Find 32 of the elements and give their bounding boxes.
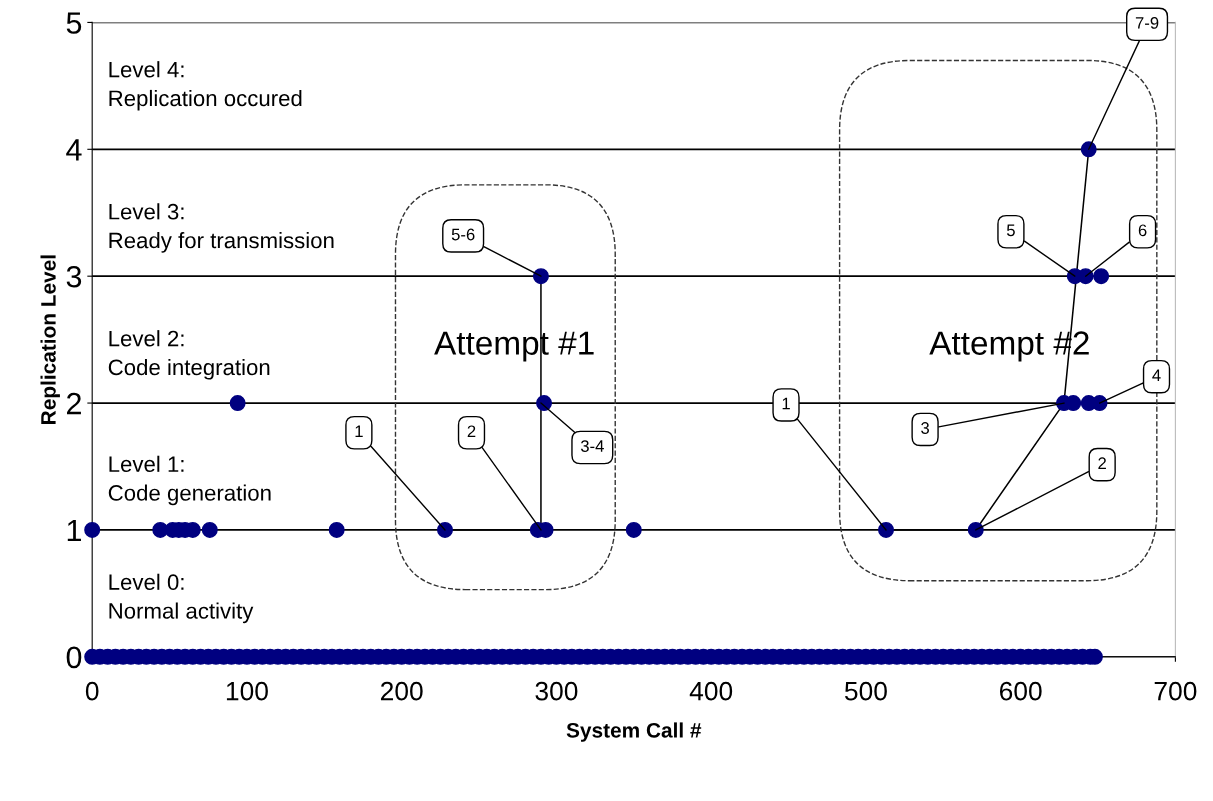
x-tick-label: 0 (85, 681, 99, 701)
y-tick-label: 5 (66, 12, 82, 34)
annotation: Level 3: Ready for transmission (109, 203, 334, 253)
annotation: 2 (467, 425, 476, 438)
y-tick-label: 4 (66, 139, 82, 161)
annotation: Level 2: Code integration (108, 330, 270, 380)
y-tick-label: 1 (67, 519, 81, 542)
annotation: Level 0: Normal activity (109, 573, 254, 624)
x-tick-label: 600 (999, 681, 1042, 701)
annotation: 1 (355, 425, 363, 438)
x-tick-label: 100 (226, 681, 268, 701)
annotation: 3 (921, 422, 929, 434)
y-tick-label: 2 (67, 392, 81, 415)
x-tick-label: 300 (535, 681, 578, 701)
annotation: 5 (1006, 224, 1015, 237)
annotation: Level 4: Replication occured (109, 61, 302, 111)
annotation: 1 (782, 397, 790, 410)
annotation: 7-9 (1135, 16, 1159, 29)
annotation: 2 (1098, 457, 1106, 469)
y-axis-title: Replication Level (40, 255, 60, 424)
y-tick-label: 0 (66, 646, 82, 669)
x-axis-title: System Call # (566, 722, 702, 742)
x-tick-label: 200 (380, 681, 423, 701)
x-tick-label: 500 (844, 681, 887, 701)
x-tick-label: 700 (1154, 681, 1197, 701)
y-tick-label: 3 (66, 265, 82, 288)
annotation: 6 (1138, 224, 1147, 237)
x-tick-label: 400 (689, 681, 733, 701)
annotation: 3-4 (580, 440, 604, 452)
annotation: 5-6 (451, 228, 475, 241)
annotation: Level 1: Code generation (108, 455, 271, 506)
annotation: 4 (1152, 369, 1161, 381)
